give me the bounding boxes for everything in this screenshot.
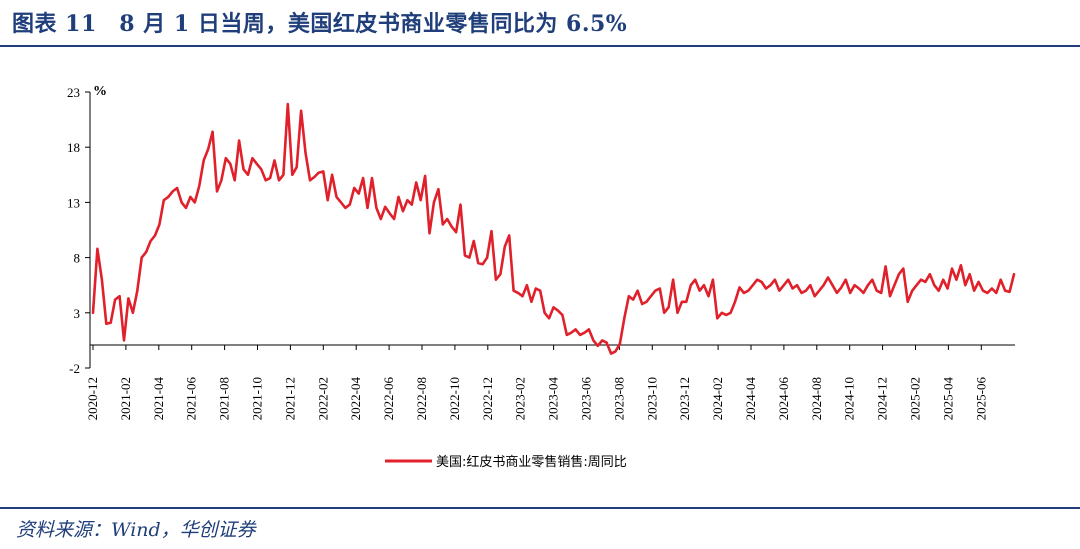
x-tick-label: 2022-10 <box>447 377 462 420</box>
x-tick-label: 2022-08 <box>414 377 429 420</box>
x-tick-label: 2023-06 <box>579 377 594 421</box>
x-tick-label: 2023-10 <box>644 377 659 420</box>
x-tick-label: 2024-04 <box>743 377 758 421</box>
x-tick-label: 2023-02 <box>513 377 528 420</box>
x-tick-label: 2022-12 <box>480 377 495 420</box>
x-tick-label: 2022-02 <box>315 377 330 420</box>
x-tick-label: 2024-12 <box>875 377 890 420</box>
x-tick-label: 2025-02 <box>908 377 923 420</box>
y-tick-label: 18 <box>67 140 80 155</box>
chart-series <box>91 102 1016 355</box>
y-tick-label: 13 <box>67 195 80 210</box>
line-chart: -2 3 8 13 18 23 2020-12 2021-02 2021-04 2021-06 20… <box>67 84 1016 470</box>
chart-legend: 美国:红皮书商业零售销售:周同比 <box>385 454 627 470</box>
x-tick-label: 2025-04 <box>940 377 955 421</box>
y-tick-label: 23 <box>67 85 80 100</box>
figure-source: 资料来源：Wind，华创证券 <box>16 519 256 541</box>
legend-label: 美国:红皮书商业零售销售:周同比 <box>436 454 627 470</box>
title-divider <box>0 45 1080 47</box>
x-tick-label: 2022-06 <box>381 377 396 421</box>
x-tick-label: 2025-06 <box>973 377 988 421</box>
x-tick-label: 2020-12 <box>85 377 100 420</box>
y-axis-unit: % <box>93 84 107 99</box>
x-tick-label: 2024-08 <box>809 377 824 420</box>
x-tick-label: 2021-02 <box>118 377 133 420</box>
chart-ticks: -2 3 8 13 18 23 2020-12 2021-02 2021-04 2021-06 20… <box>67 85 988 420</box>
x-tick-label: 2023-12 <box>677 377 692 420</box>
chart-axes <box>89 92 1015 368</box>
figure-title: 图表 11 8 月 1 日当周，美国红皮书商业零售同比为 6.5% <box>12 11 628 37</box>
x-tick-label: 2023-08 <box>611 377 626 420</box>
x-tick-label: 2021-08 <box>217 377 232 420</box>
x-tick-label: 2021-10 <box>250 377 265 420</box>
series-line-0 <box>91 102 1016 355</box>
y-tick-label: -2 <box>69 361 80 376</box>
x-tick-label: 2024-10 <box>842 377 857 420</box>
x-tick-label: 2021-06 <box>184 377 199 421</box>
x-tick-label: 2024-02 <box>710 377 725 420</box>
x-tick-label: 2023-04 <box>546 377 561 421</box>
y-tick-label: 3 <box>74 306 81 321</box>
x-tick-label: 2024-06 <box>776 377 791 421</box>
x-tick-label: 2021-12 <box>282 377 297 420</box>
x-tick-label: 2021-04 <box>151 377 166 421</box>
x-tick-label: 2022-04 <box>348 377 363 421</box>
source-divider <box>0 507 1080 509</box>
y-tick-label: 8 <box>74 251 81 266</box>
